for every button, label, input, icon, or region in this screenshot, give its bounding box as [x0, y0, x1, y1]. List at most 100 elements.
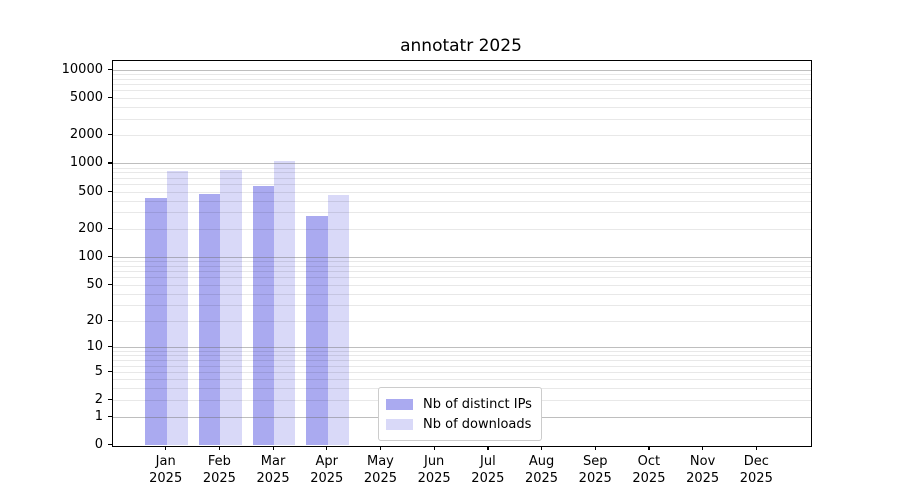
y-tick-mark — [108, 399, 112, 401]
y-tick-mark — [108, 319, 112, 322]
x-tick-mark — [487, 445, 489, 450]
y-tick-label: 1 — [94, 408, 103, 424]
gridline — [113, 184, 811, 186]
y-tick-mark — [108, 190, 112, 192]
gridline — [113, 172, 811, 174]
y-tick-label: 10 — [86, 339, 103, 355]
gridline — [113, 118, 811, 120]
legend-swatch-distinct-ips-icon — [386, 398, 413, 410]
y-tick-mark — [108, 346, 112, 348]
x-tick-label: Feb 2025 — [202, 453, 236, 486]
x-tick-label: Aug 2025 — [524, 453, 559, 486]
x-tick-label: Jul 2025 — [471, 453, 505, 486]
gridline — [113, 293, 811, 295]
y-tick-mark — [108, 96, 112, 98]
x-tick-mark — [272, 445, 274, 450]
gridline — [113, 365, 811, 367]
gridline — [113, 360, 811, 362]
bar-downloads-feb — [220, 170, 242, 446]
legend-item-distinct-ips: Nb of distinct IPs — [386, 394, 532, 414]
legend-label-downloads: Nb of downloads — [423, 416, 532, 432]
x-tick-mark — [165, 445, 167, 450]
gridline — [113, 177, 811, 179]
x-tick-label: Oct 2025 — [632, 453, 666, 486]
plot-area: Nb of distinct IPs Nb of downloads — [112, 60, 812, 447]
x-tick-mark — [648, 445, 650, 450]
gridline — [113, 212, 811, 214]
legend-label-distinct-ips: Nb of distinct IPs — [423, 396, 532, 412]
bar-distinct-ips-feb — [198, 193, 221, 446]
legend-swatch-downloads-icon — [386, 418, 413, 430]
gridline — [113, 277, 811, 279]
y-tick-mark — [108, 227, 112, 229]
x-tick-mark — [541, 445, 543, 450]
gridline — [113, 284, 811, 286]
gridline — [113, 271, 811, 273]
y-tick-label: 5 — [94, 363, 103, 379]
y-tick-label: 2000 — [69, 127, 103, 143]
gridline — [113, 73, 811, 75]
gridline — [113, 265, 811, 267]
y-tick-mark — [108, 255, 112, 258]
x-tick-mark — [326, 445, 328, 450]
gridline — [113, 347, 811, 349]
gridline — [113, 261, 811, 263]
y-tick-mark — [108, 415, 112, 417]
y-tick-mark — [108, 68, 112, 70]
y-tick-label: 0 — [94, 437, 103, 452]
bar-downloads-apr — [327, 195, 350, 446]
x-tick-label: Nov 2025 — [686, 453, 720, 486]
y-tick-mark — [108, 444, 112, 446]
y-tick-label: 2 — [94, 392, 103, 408]
y-tick-mark — [108, 134, 112, 136]
y-tick-label: 20 — [86, 312, 103, 328]
chart-title: annotatr 2025 — [400, 36, 522, 56]
x-tick-mark — [379, 445, 382, 450]
gridline — [113, 90, 811, 92]
gridline — [113, 256, 811, 258]
gridline — [113, 84, 811, 86]
x-tick-label: Mar 2025 — [256, 453, 290, 486]
gridline — [113, 200, 811, 202]
gridline — [113, 135, 811, 137]
bar-distinct-ips-apr — [306, 215, 328, 446]
gridline — [113, 351, 811, 353]
x-tick-label: Jun 2025 — [417, 453, 451, 486]
x-tick-mark — [218, 445, 221, 450]
y-tick-label: 500 — [78, 183, 103, 199]
x-tick-label: May 2025 — [363, 453, 397, 486]
gridline — [113, 69, 811, 71]
legend: Nb of distinct IPs Nb of downloads — [378, 387, 542, 441]
bar-downloads-mar — [274, 160, 296, 446]
y-tick-label: 1000 — [69, 155, 103, 171]
gridline — [113, 78, 811, 80]
x-tick-label: Jan 2025 — [149, 453, 183, 486]
x-tick-mark — [433, 445, 435, 450]
gridline — [113, 191, 811, 193]
x-tick-mark — [755, 445, 757, 450]
y-tick-mark — [108, 370, 112, 373]
gridline — [113, 97, 811, 99]
bar-distinct-ips-jan — [145, 198, 167, 446]
gridline — [113, 163, 811, 165]
y-tick-mark — [108, 283, 112, 285]
legend-item-downloads: Nb of downloads — [386, 414, 532, 434]
gridline — [113, 167, 811, 169]
y-tick-label: 5000 — [69, 89, 103, 105]
gridline — [113, 305, 811, 306]
gridline — [113, 320, 811, 322]
gridline — [113, 371, 811, 373]
gridline — [113, 355, 811, 357]
x-tick-label: Apr 2025 — [310, 453, 344, 486]
gridline — [113, 106, 811, 108]
y-tick-mark — [108, 162, 112, 164]
bar-downloads-jan — [166, 170, 189, 446]
y-tick-label: 100 — [78, 248, 103, 264]
x-tick-label: Dec 2025 — [739, 453, 773, 486]
gridline — [113, 379, 811, 381]
y-tick-label: 10000 — [61, 61, 103, 77]
y-tick-label: 200 — [78, 220, 103, 236]
x-tick-mark — [702, 445, 704, 450]
x-tick-mark — [594, 445, 596, 450]
